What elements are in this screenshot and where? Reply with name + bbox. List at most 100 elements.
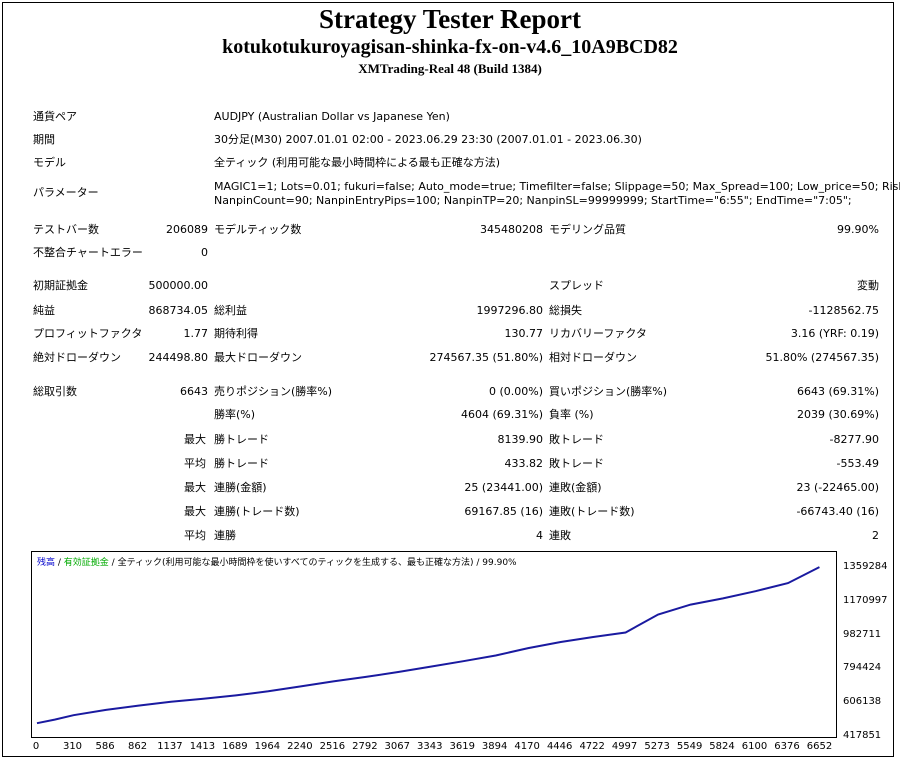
y-tick-label: 606138 xyxy=(843,696,882,708)
long-positions-value: 6643 (69.31%) xyxy=(796,385,879,398)
spread-label: スプレッド xyxy=(549,279,604,292)
win-rate-label: 勝率(%) xyxy=(214,408,256,421)
max-consec-profit-value: 69167.85 (16) xyxy=(464,505,543,518)
largest-loss-label: 敗トレード xyxy=(549,433,604,446)
bars-value: 206089 xyxy=(166,223,208,236)
model-value: 全ティック (利用可能な最小時間枠による最も正確な方法) xyxy=(214,156,501,169)
spread-value: 変動 xyxy=(857,279,879,292)
rel-drawdown-label: 相対ドローダウン xyxy=(549,351,637,364)
max-consec-wins-label: 連勝(金額) xyxy=(214,481,267,494)
avg-consec-wins-label: 連勝 xyxy=(214,529,236,542)
max-word-2: 最大 xyxy=(184,481,206,494)
net-profit-value: 868734.05 xyxy=(148,304,209,317)
period-value: 30分足(M30) 2007.01.01 02:00 - 2023.06.29 … xyxy=(214,133,642,146)
max-consec-loss-label: 連敗(トレード数) xyxy=(549,505,635,518)
y-tick-label: 982711 xyxy=(843,628,882,640)
short-positions-label: 売りポジション(勝率%) xyxy=(214,385,333,398)
max-drawdown-value: 274567.35 (51.80%) xyxy=(429,351,543,364)
x-tick-label: 5549 xyxy=(676,741,703,752)
rel-drawdown-value: 51.80% (274567.35) xyxy=(765,351,879,364)
server-build: XMTrading-Real 48 (Build 1384) xyxy=(358,61,542,76)
avg-consec-losses-label: 連敗 xyxy=(549,529,571,542)
abs-drawdown-value: 244498.80 xyxy=(148,351,209,364)
gross-loss-label: 総損失 xyxy=(549,304,582,317)
y-tick-label: 417851 xyxy=(843,730,882,741)
avg-consec-losses-value: 2 xyxy=(872,529,879,542)
gross-profit-label: 総利益 xyxy=(214,304,247,317)
quality-value: 99.90% xyxy=(837,223,879,236)
legend-model: 全ティック(利用可能な最小時間枠を使いすべてのティックを生成する、最も正確な方法… xyxy=(117,558,474,568)
symbol-value: AUDJPY (Australian Dollar vs Japanese Ye… xyxy=(214,110,450,123)
recovery-factor-label: リカバリーファクタ xyxy=(549,327,647,340)
quality-label: モデリング品質 xyxy=(549,223,626,236)
x-tick-label: 3343 xyxy=(417,741,443,752)
x-tick-label: 3894 xyxy=(481,741,508,752)
max-word-3: 最大 xyxy=(184,505,206,518)
legend-balance: 残高 xyxy=(37,558,56,568)
series-line-1 xyxy=(36,566,820,724)
report-title: Strategy Tester Report xyxy=(319,4,581,34)
period-label: 期間 xyxy=(33,133,55,146)
symbol-label: 通貨ペア xyxy=(33,110,77,123)
y-tick-label: 794424 xyxy=(843,662,882,674)
x-tick-label: 4170 xyxy=(514,741,540,752)
profit-factor-label: プロフィットファクタ xyxy=(33,327,143,340)
profit-factor-value: 1.77 xyxy=(183,327,209,340)
x-tick-label: 6376 xyxy=(774,741,800,752)
net-profit-label: 純益 xyxy=(33,304,55,317)
deposit-label: 初期証拠金 xyxy=(33,279,88,292)
deposit-value: 500000.00 xyxy=(148,279,209,292)
x-tick-label: 3067 xyxy=(384,741,410,752)
avg-loss-value: -553.49 xyxy=(836,457,879,470)
ea-name: kotukotukuroyagisan-shinka-fx-on-v4.6_10… xyxy=(222,36,678,58)
x-tick-label: 1413 xyxy=(189,741,216,752)
x-tick-label: 2792 xyxy=(352,741,378,752)
max-consec-losses-label: 連敗(金額) xyxy=(549,481,602,494)
avg-loss-label: 敗トレード xyxy=(549,457,604,470)
legend-equity: 有効証拠金 xyxy=(63,558,109,568)
max-word: 最大 xyxy=(184,433,206,446)
balance-chart: 残高 / 有効証拠金 / 全ティック(利用可能な最小時間枠を使いすべてのティック… xyxy=(31,551,837,738)
x-tick-label: 310 xyxy=(62,741,83,752)
total-trades-label: 総取引数 xyxy=(33,385,77,398)
max-drawdown-label: 最大ドローダウン xyxy=(214,351,302,364)
expected-payoff-value: 130.77 xyxy=(504,327,544,340)
win-rate-value: 4604 (69.31%) xyxy=(460,408,543,421)
ticks-label: モデルティック数 xyxy=(214,223,302,236)
total-trades-value: 6643 xyxy=(180,385,208,398)
x-tick-label: 6100 xyxy=(741,741,768,752)
x-tick-label: 862 xyxy=(127,741,148,752)
avg-win-value: 433.82 xyxy=(504,457,544,470)
largest-win-label: 勝トレード xyxy=(214,433,269,446)
x-tick-label: 1137 xyxy=(157,741,183,752)
largest-win-value: 8139.90 xyxy=(497,433,544,446)
abs-drawdown-label: 絶対ドローダウン xyxy=(33,351,121,364)
series-line-0 xyxy=(36,566,820,725)
gross-loss-value: -1128562.75 xyxy=(808,304,879,317)
ticks-value: 345480208 xyxy=(480,223,543,236)
x-tick-label: 2516 xyxy=(319,741,346,752)
legend-sep-2: / xyxy=(108,558,118,568)
model-label: モデル xyxy=(33,156,66,169)
avg-win-label: 勝トレード xyxy=(214,457,269,470)
x-tick-label: 2240 xyxy=(287,741,313,752)
recovery-factor-value: 3.16 (YRF: 0.19) xyxy=(790,327,879,340)
chart-legend: 残高 / 有効証拠金 / 全ティック(利用可能な最小時間枠を使いすべてのティック… xyxy=(37,555,517,568)
x-tick-label: 4722 xyxy=(579,741,605,752)
x-tick-label: 5824 xyxy=(709,741,735,752)
short-positions-value: 0 (0.00%) xyxy=(488,385,543,398)
x-tick-label: 4997 xyxy=(611,741,638,752)
y-tick-label: 1359284 xyxy=(843,560,888,572)
expected-payoff-label: 期待利得 xyxy=(214,327,258,340)
params-line-2: NanpinCount=90; NanpinEntryPips=100; Nan… xyxy=(214,194,852,207)
avg-consec-wins-value: 4 xyxy=(536,529,543,542)
legend-sep-1: / xyxy=(55,558,64,568)
x-tick-label: 4446 xyxy=(546,741,573,752)
avg-word-2: 平均 xyxy=(184,529,206,542)
max-consec-loss-value: -66743.40 (16) xyxy=(796,505,879,518)
x-tick-label: 1964 xyxy=(254,741,281,752)
max-consec-losses-value: 23 (-22465.00) xyxy=(796,481,879,494)
x-tick-label: 6652 xyxy=(806,741,833,752)
loss-rate-value: 2039 (30.69%) xyxy=(796,408,879,421)
